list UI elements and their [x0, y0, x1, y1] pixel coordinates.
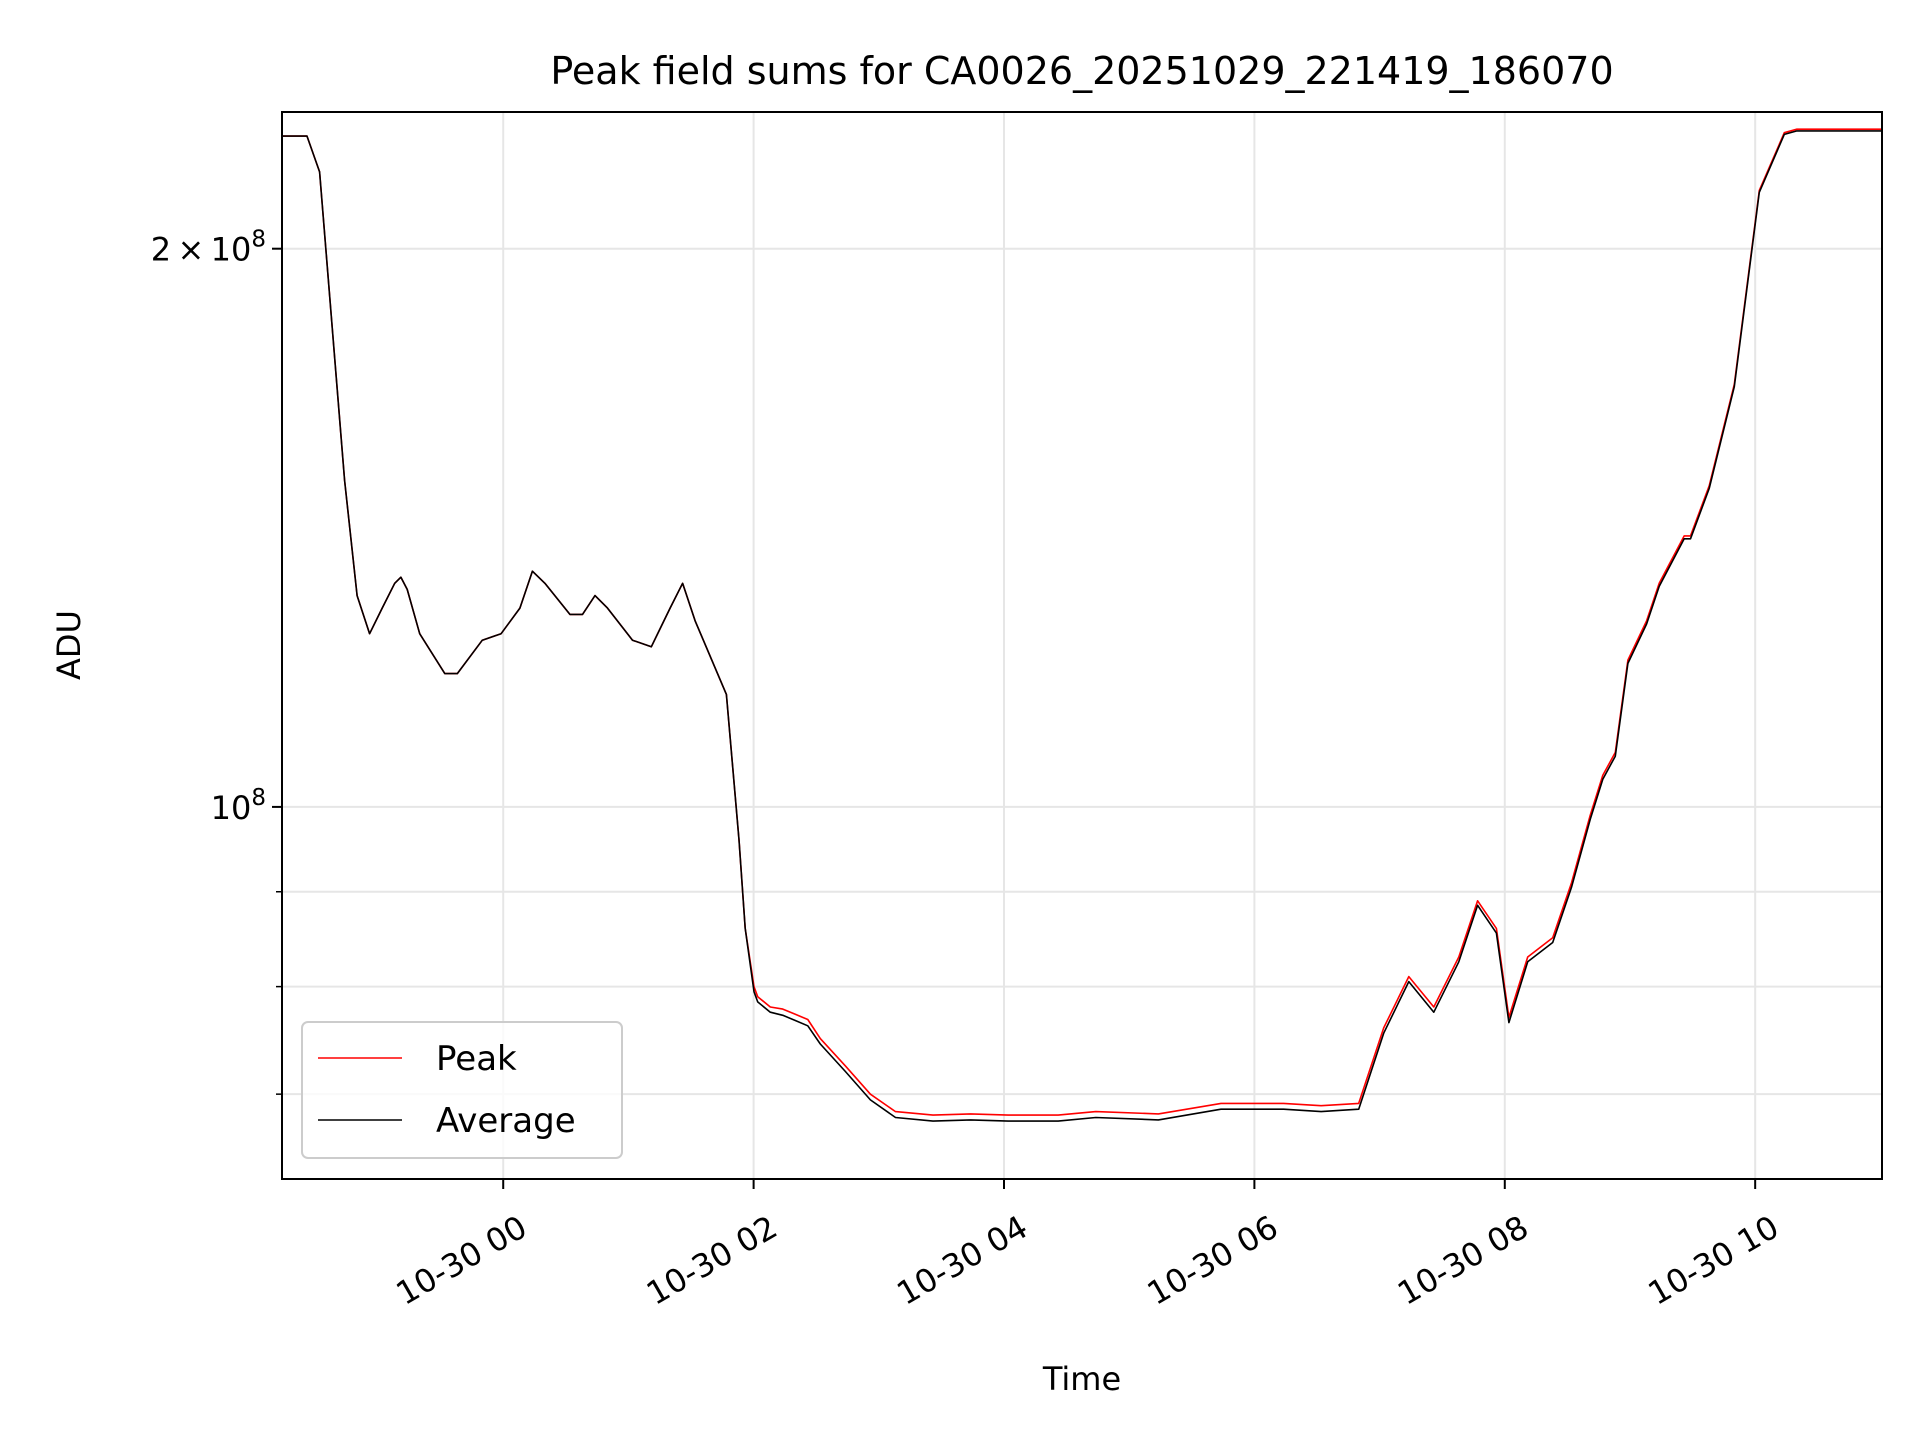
series-line-peak [282, 128, 1882, 1116]
series-line-average [282, 130, 1882, 1122]
y-axis-label: ADU [50, 610, 88, 680]
x-tick-label: 10-30 02 [640, 1208, 784, 1313]
legend-box [301, 1021, 623, 1159]
x-axis-ticks: 10-30 00 10-30 02 10-30 04 10-30 06 10-30 08… [390, 1179, 1786, 1313]
plot-frame [281, 111, 1883, 1180]
y-tick-label: 2 × 108 [151, 227, 266, 269]
x-axis-label: Time [1042, 1360, 1121, 1398]
x-tick-label: 10-30 06 [1141, 1208, 1285, 1313]
legend-peak-label: Peak [436, 1039, 517, 1079]
x-tick-label: 10-30 04 [890, 1208, 1034, 1313]
x-tick-label: 10-30 10 [1642, 1208, 1786, 1313]
y-axis-ticks: 2 × 108 108 [151, 227, 282, 1095]
gridlines [282, 112, 1882, 1179]
legend: Peak Average [301, 1021, 623, 1159]
series-lines [282, 128, 1882, 1122]
y-tick-label: 108 [211, 785, 266, 827]
x-tick-label: 10-30 08 [1391, 1208, 1535, 1313]
chart-title: Peak field sums for CA0026_20251029_2214… [550, 49, 1613, 93]
x-tick-label: 10-30 00 [390, 1208, 534, 1313]
legend-average-label: Average [436, 1101, 576, 1141]
